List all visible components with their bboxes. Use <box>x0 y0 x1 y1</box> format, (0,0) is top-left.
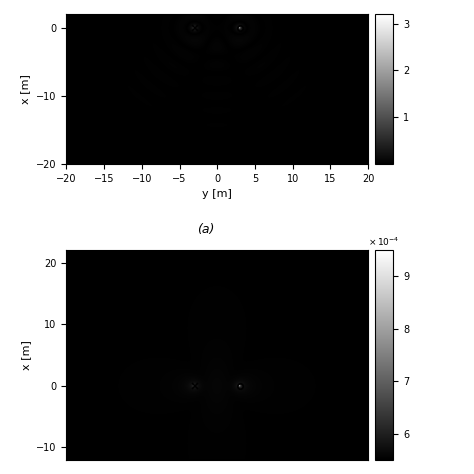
Text: $\times\,10^{-4}$: $\times\,10^{-4}$ <box>368 236 400 248</box>
Text: (a): (a) <box>198 223 215 237</box>
Y-axis label: x [m]: x [m] <box>21 340 31 370</box>
Y-axis label: x [m]: x [m] <box>20 74 31 104</box>
X-axis label: y [m]: y [m] <box>202 189 232 199</box>
